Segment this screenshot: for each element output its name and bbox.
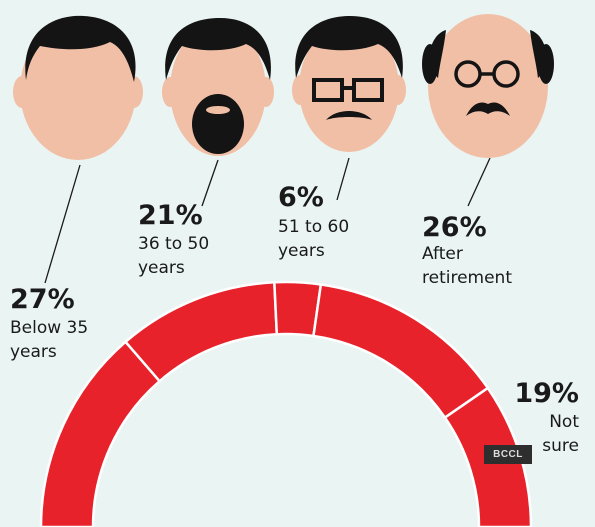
segment-1-label-line-2: years (10, 342, 57, 362)
segment-label-4: 26% After retirement (422, 212, 512, 288)
face-glasses-icon (292, 16, 406, 152)
segment-3-percent: 6% (278, 182, 324, 213)
donut-segment-1 (39, 340, 162, 527)
face-goatee-icon (162, 18, 274, 156)
segment-2-percent: 21% (138, 200, 203, 231)
segment-label-5: 19% Not sure (514, 378, 579, 456)
segment-5-percent: 19% (514, 378, 579, 409)
segment-5-label-line-1: Not (549, 412, 579, 432)
segment-5-label-line-2: sure (542, 436, 579, 456)
face-young-icon (13, 15, 143, 160)
donut-segment-2 (123, 280, 279, 383)
segment-label-3: 6% 51 to 60 years (278, 182, 349, 261)
segment-2-label-line-2: years (138, 258, 185, 278)
segment-3-label-line-2: years (278, 241, 325, 261)
segment-1-label-line-1: Below 35 (10, 318, 88, 338)
segment-4-label-line-1: After (422, 244, 463, 264)
segment-3-label-line-1: 51 to 60 (278, 217, 349, 237)
segment-label-1: 27% Below 35 years (10, 284, 88, 362)
leader-lines (44, 157, 491, 284)
segment-label-2: 21% 36 to 50 years (138, 200, 209, 278)
source-badge: BCCL (484, 445, 532, 464)
segment-4-percent: 26% (422, 212, 487, 243)
segment-2-label-line-1: 36 to 50 (138, 234, 209, 254)
face-elder-icon (422, 14, 554, 158)
segment-4-label-line-2: retirement (422, 268, 512, 288)
donut-segment-4 (312, 283, 490, 420)
segment-1-percent: 27% (10, 284, 75, 315)
semicircle-donut (39, 280, 533, 527)
